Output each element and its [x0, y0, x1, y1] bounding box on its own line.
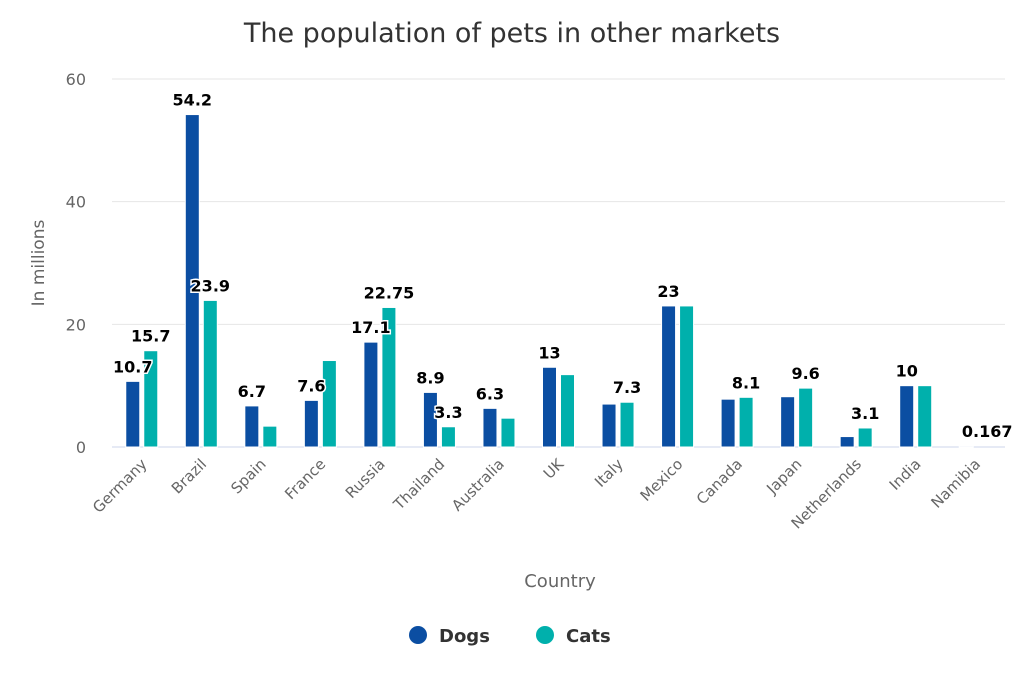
chart-title: The population of pets in other markets — [243, 18, 780, 49]
bar-dogs-russia[interactable] — [363, 341, 379, 448]
bar-dogs-brazil[interactable] — [184, 114, 200, 448]
data-label: 7.3 — [613, 378, 641, 397]
bar-cats-russia[interactable] — [381, 306, 397, 448]
data-label: 10 — [896, 362, 918, 381]
bar-cats-japan[interactable] — [798, 387, 814, 448]
y-axis-title: In millions — [29, 220, 49, 307]
bar-dogs-france[interactable] — [303, 399, 319, 448]
x-tick-label: Mexico — [637, 455, 687, 505]
bar-cats-france[interactable] — [321, 360, 337, 448]
bar-cats-uk[interactable] — [560, 374, 575, 448]
legend-marker — [536, 626, 554, 644]
y-tick-label: 20 — [66, 315, 86, 334]
bar-dogs-namibia[interactable] — [958, 445, 974, 448]
x-tick-label: Russia — [342, 455, 389, 502]
x-tick-label: Italy — [591, 455, 627, 491]
bar-cats-germany[interactable] — [143, 350, 159, 448]
bar-dogs-italy[interactable] — [601, 403, 617, 448]
x-tick-label: UK — [540, 454, 568, 482]
data-label: 3.3 — [434, 403, 462, 422]
data-label: 10.7 — [113, 357, 152, 376]
x-tick-label: Thailand — [389, 455, 448, 514]
x-tick-label: India — [886, 455, 925, 494]
data-label: 15.7 — [131, 327, 170, 346]
x-tick-label: Namibia — [927, 455, 984, 512]
y-tick-label: 60 — [66, 70, 86, 89]
x-axis-title: Country — [524, 571, 596, 592]
legend-label: Cats — [566, 626, 611, 647]
bar-cats-netherlands[interactable] — [857, 427, 873, 448]
bar-dogs-india[interactable] — [899, 385, 915, 448]
data-label: 7.6 — [297, 376, 325, 395]
bar-cats-india[interactable] — [917, 385, 933, 448]
data-label: 17.1 — [351, 318, 390, 337]
bar-dogs-japan[interactable] — [780, 396, 796, 448]
bar-cats-canada[interactable] — [738, 396, 754, 448]
legend-item-dogs[interactable]: Dogs — [409, 626, 490, 647]
data-label: 8.1 — [732, 373, 760, 392]
x-tick-label: France — [281, 455, 329, 503]
x-tick-label: Australia — [448, 455, 508, 515]
data-label: 6.7 — [238, 382, 266, 401]
bar-dogs-spain[interactable] — [244, 405, 260, 448]
legend-marker — [409, 626, 427, 644]
x-tick-label: Japan — [762, 455, 805, 498]
bar-cats-thailand[interactable] — [440, 426, 456, 448]
data-label: 0.167 — [962, 422, 1013, 441]
data-label: 54.2 — [173, 91, 212, 110]
bar-dogs-canada[interactable] — [720, 398, 736, 448]
bar-dogs-uk[interactable] — [542, 366, 557, 448]
legend-item-cats[interactable]: Cats — [536, 626, 611, 647]
bar-cats-australia[interactable] — [500, 417, 516, 448]
bar-cats-brazil[interactable] — [202, 299, 218, 448]
bar-dogs-netherlands[interactable] — [839, 436, 855, 448]
data-label: 8.9 — [416, 368, 444, 387]
x-tick-label: Canada — [693, 455, 746, 508]
y-tick-label: 40 — [66, 193, 86, 212]
legend-label: Dogs — [439, 626, 490, 647]
y-tick-label: 0 — [76, 438, 86, 457]
bar-cats-spain[interactable] — [262, 425, 278, 448]
bar-cats-italy[interactable] — [619, 401, 635, 448]
data-label: 22.75 — [364, 283, 415, 302]
data-label: 23 — [657, 282, 679, 301]
bar-dogs-thailand[interactable] — [422, 391, 438, 448]
data-label: 13 — [538, 343, 560, 362]
data-label: 6.3 — [476, 384, 504, 403]
data-label: 23.9 — [191, 276, 230, 295]
data-label: 9.6 — [791, 364, 819, 383]
bar-dogs-mexico[interactable] — [661, 305, 677, 448]
x-tick-label: Spain — [227, 455, 269, 497]
x-tick-label: Germany — [89, 455, 151, 517]
bar-cats-mexico[interactable] — [679, 305, 695, 448]
bar-dogs-germany[interactable] — [125, 380, 141, 448]
data-label: 3.1 — [851, 404, 879, 423]
x-tick-label: Brazil — [168, 455, 210, 497]
bar-dogs-australia[interactable] — [482, 407, 498, 448]
